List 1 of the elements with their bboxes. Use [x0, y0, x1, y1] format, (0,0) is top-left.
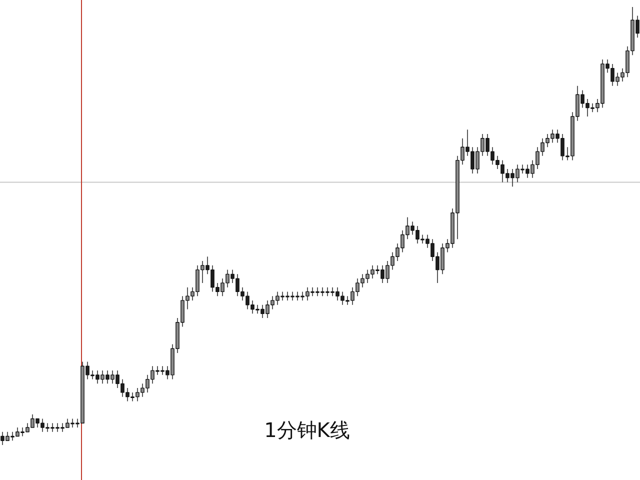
- text: 1分钟K线: [264, 418, 350, 442]
